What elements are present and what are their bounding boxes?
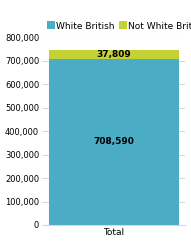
Text: 37,809: 37,809 <box>96 50 131 59</box>
Bar <box>49 59 179 225</box>
Bar <box>49 50 179 59</box>
Text: 708,590: 708,590 <box>93 138 134 146</box>
Legend: White British, Not White British: White British, Not White British <box>47 22 191 31</box>
